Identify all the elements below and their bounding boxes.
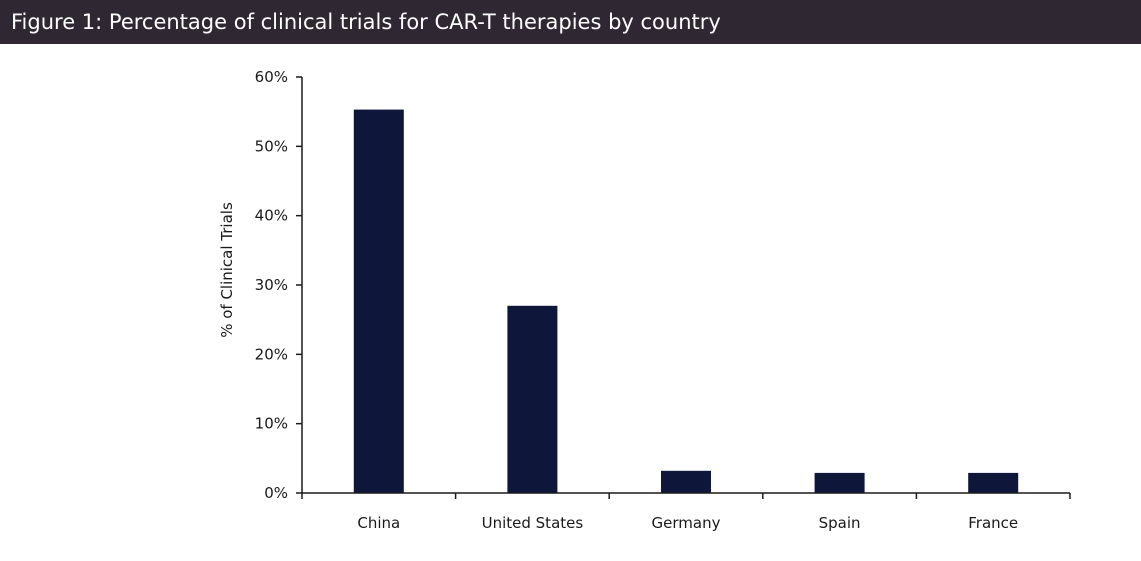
x-ticks: China United States Germany Spain France [301,493,1071,532]
y-tick-label: 20% [255,345,288,363]
bar-germany [661,470,711,493]
x-tick-label: United States [482,514,584,532]
y-tick-label: 40% [255,207,288,225]
bar-china [353,109,404,493]
x-tick-label: Germany [652,514,721,532]
bar-spain [814,472,865,493]
bar-united-states [507,305,558,493]
y-tick-label: 10% [255,415,288,433]
x-tick-label: China [357,514,400,532]
x-tick-label: France [968,514,1018,532]
x-tick-label: Spain [819,514,861,532]
y-tick-label: 50% [255,137,288,155]
y-tick-label: 0% [264,484,288,502]
y-axis-label-group: % of Clinical Trials [218,202,236,338]
y-tick-label: 60% [255,68,288,86]
y-axis-label: % of Clinical Trials [218,202,236,338]
y-ticks: 0% 10% 20% 30% 40% 50% 60% [255,68,302,502]
figure-title: Figure 1: Percentage of clinical trials … [0,0,1141,44]
y-tick-label: 30% [255,276,288,294]
bar-chart: % of Clinical Trials 0% 10% 20% 30% 40% 50% 60… [218,68,1071,532]
bar-france [968,472,1019,493]
bars [353,109,1019,493]
